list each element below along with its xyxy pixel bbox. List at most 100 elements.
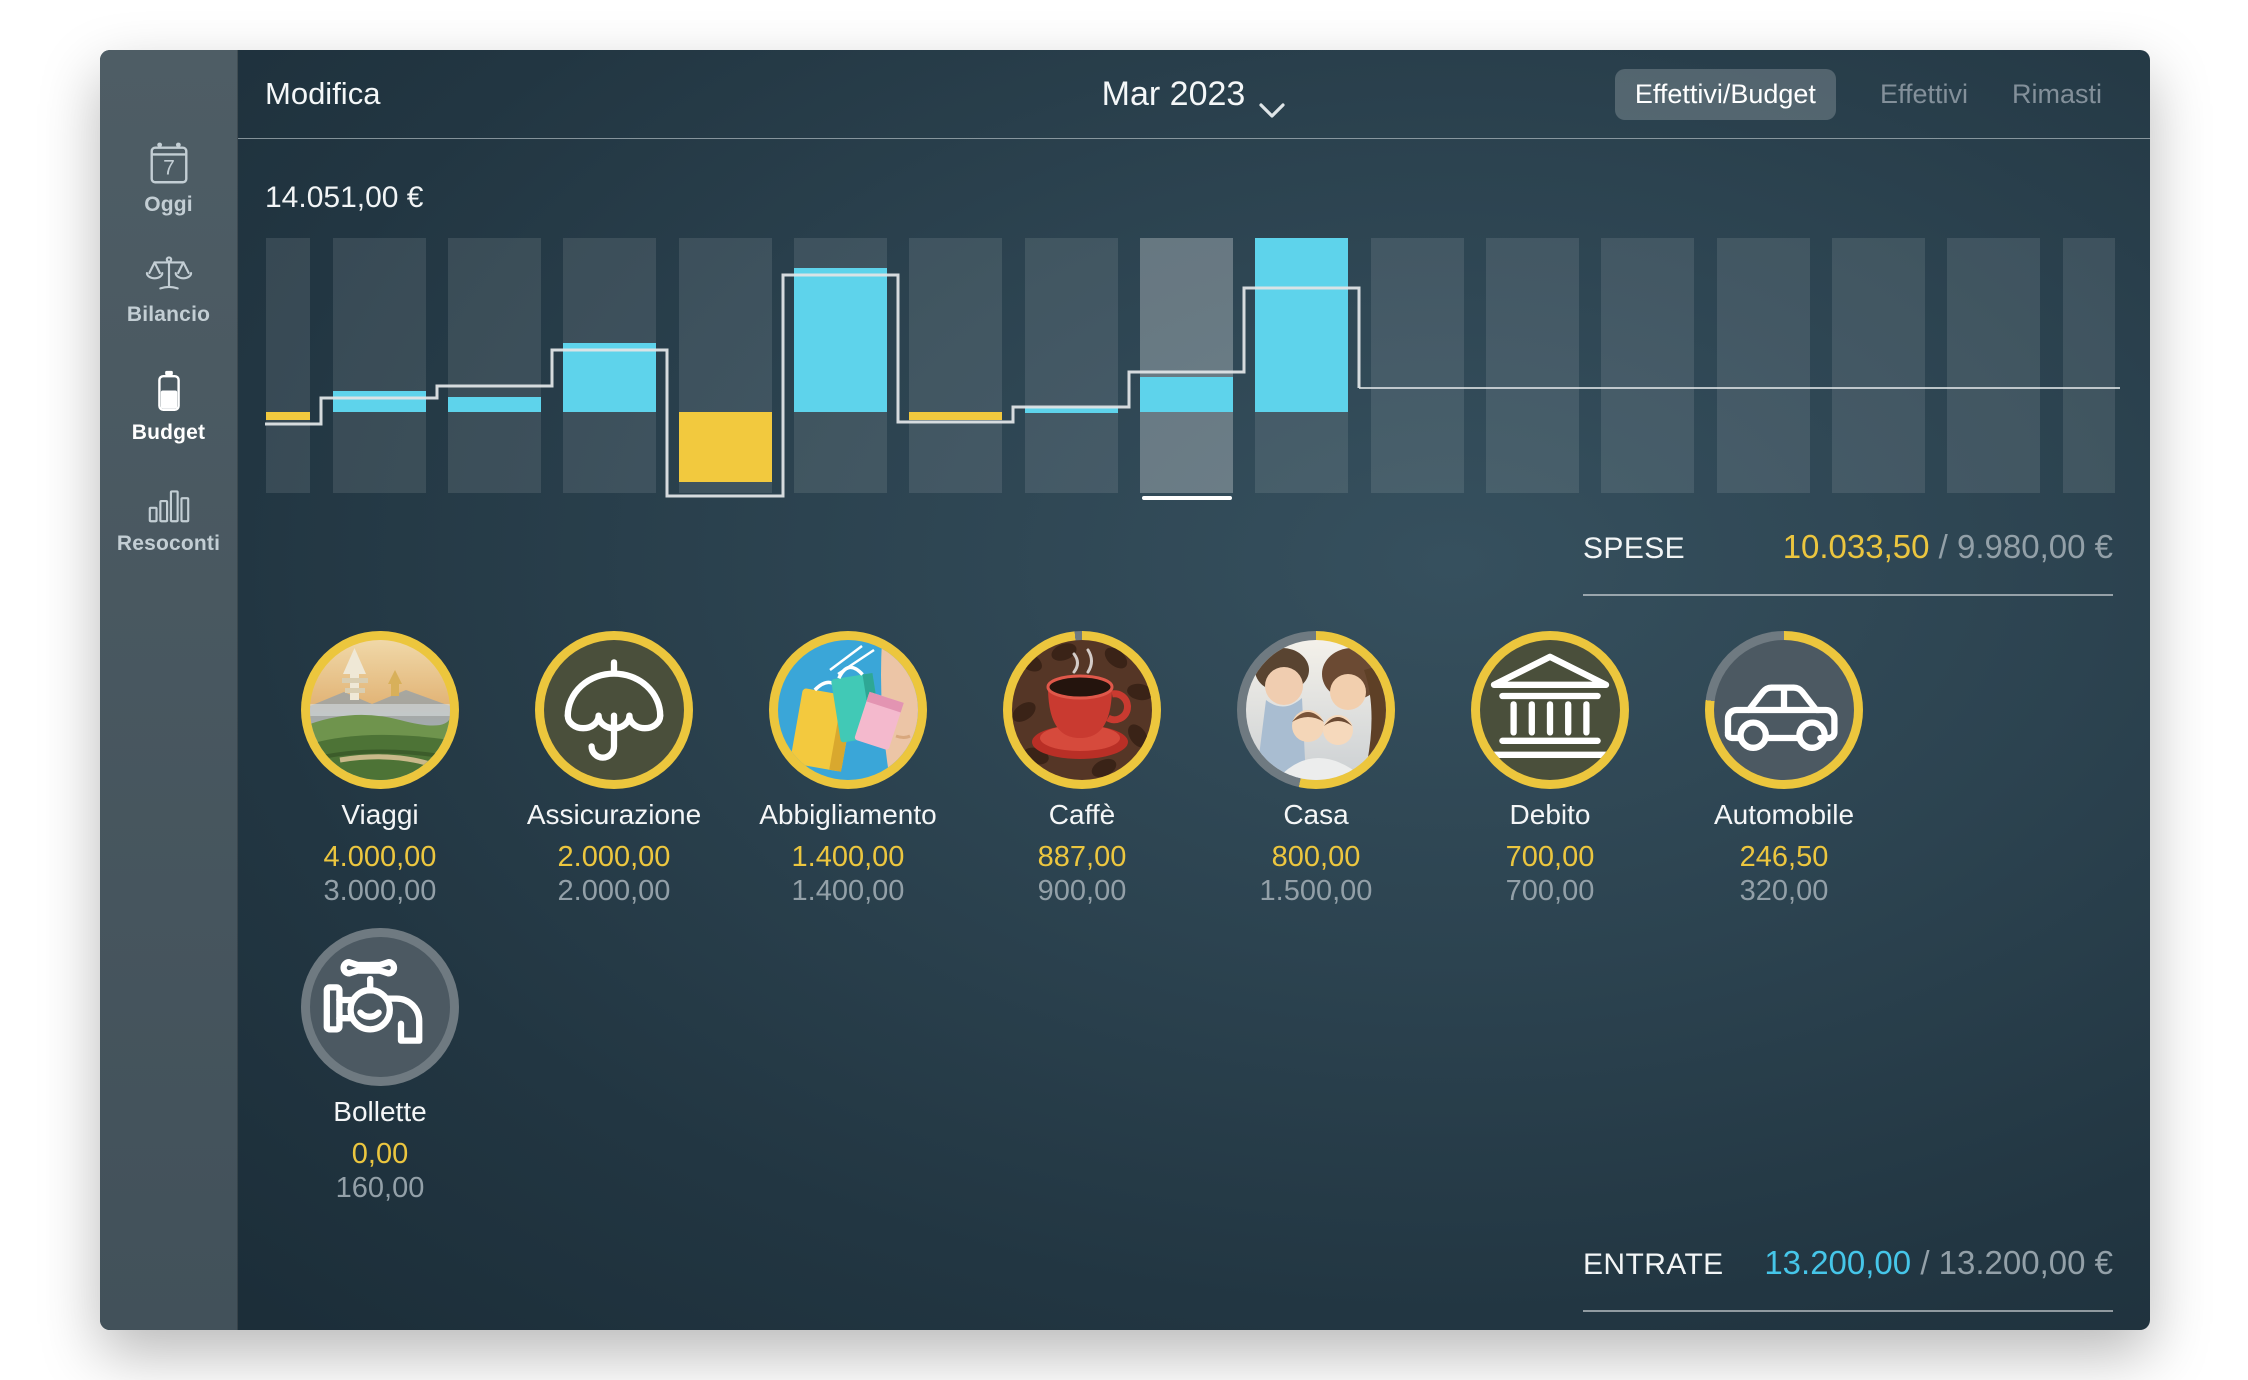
budget-category-automobile[interactable]: Automobile 246,50 320,00 <box>1667 631 1901 906</box>
sidebar-item-label: Budget <box>131 421 206 444</box>
budget-category-assicurazione[interactable]: Assicurazione 2.000,00 2.000,00 <box>497 631 731 907</box>
chart-column[interactable] <box>1717 238 1810 493</box>
chart-bar-cyan <box>794 268 887 412</box>
view-mode-segmented-control: Effettivi/Budget Effettivi Rimasti <box>1614 50 2102 138</box>
spese-actual: 10.033,50 <box>1782 528 1930 565</box>
chart-column[interactable] <box>1947 238 2040 493</box>
sidebar-item-budget[interactable]: Budget <box>100 366 237 445</box>
chart-bar-cyan <box>563 343 656 412</box>
entrate-separator: / <box>1920 1244 1930 1281</box>
category-name: Debito <box>1509 799 1591 830</box>
scales-icon <box>145 248 193 300</box>
spese-total-row: SPESE 10.033,50 / 9.980,00 € <box>1583 528 2113 596</box>
category-actual-amount: 800,00 <box>1271 841 1361 873</box>
category-progress-ring <box>1471 631 1629 789</box>
svg-text:7: 7 <box>163 157 175 180</box>
family-photo <box>1246 640 1386 780</box>
chart-column[interactable] <box>1832 238 1925 493</box>
category-name: Caffè <box>1048 799 1116 830</box>
chart-bar-cyan <box>1140 377 1233 412</box>
budget-category-bollette[interactable]: Bollette 0,00 160,00 <box>263 928 497 1204</box>
chart-column[interactable] <box>1371 238 1464 493</box>
chart-bar-yellow <box>266 412 310 420</box>
budget-step-line <box>265 273 1361 498</box>
category-budget-amount: 2.000,00 <box>557 875 671 907</box>
category-actual-amount: 700,00 <box>1505 841 1595 873</box>
spese-separator: / <box>1938 528 1948 565</box>
category-progress-ring <box>1237 631 1395 789</box>
entrate-values: 13.200,00 / 13.200,00 € <box>1764 1244 2113 1282</box>
entrate-total-row: ENTRATE 13.200,00 / 13.200,00 € <box>1583 1244 2113 1312</box>
category-progress-ring <box>1705 631 1863 789</box>
entrate-budget: 13.200,00 € <box>1938 1244 2113 1281</box>
sidebar: 7 Oggi Bilancio <box>100 50 238 1330</box>
spese-budget: 9.980,00 € <box>1957 528 2113 565</box>
chart-bar-cyan <box>1255 238 1348 412</box>
category-progress-ring <box>301 928 459 1086</box>
category-actual-amount: 2.000,00 <box>557 841 671 873</box>
category-actual-amount: 246,50 <box>1739 841 1829 873</box>
calendar-icon: 7 <box>145 138 193 190</box>
chart-column[interactable] <box>333 238 426 493</box>
battery-icon <box>145 366 193 418</box>
chevron-down-icon <box>1259 89 1285 118</box>
budget-category-casa[interactable]: Casa 800,00 1.500,00 <box>1199 631 1433 907</box>
balance-amount: 14.051,00 € <box>265 181 424 214</box>
chart-column[interactable] <box>266 238 310 493</box>
chart-column[interactable] <box>1486 238 1579 493</box>
category-progress-ring <box>1003 631 1161 789</box>
edit-button[interactable]: Modifica <box>265 76 381 111</box>
sidebar-item-oggi[interactable]: 7 Oggi <box>100 138 237 217</box>
budget-category-debito[interactable]: Debito 700,00 700,00 <box>1433 631 1667 907</box>
faucet-icon <box>310 937 450 1077</box>
entrate-label: ENTRATE <box>1583 1248 1724 1281</box>
category-budget-amount: 1.400,00 <box>791 875 905 907</box>
sidebar-item-bilancio[interactable]: Bilancio <box>100 248 237 327</box>
chart-column[interactable] <box>1025 238 1118 493</box>
category-progress-ring <box>769 631 927 789</box>
budget-category-caff[interactable]: Caffè 887,00 900,00 <box>965 631 1199 907</box>
category-progress-ring <box>535 631 693 789</box>
category-budget-amount: 160,00 <box>335 1172 425 1204</box>
category-name: Viaggi <box>341 799 419 830</box>
chart-bar-cyan <box>1025 407 1118 413</box>
app-window: 7 Oggi Bilancio <box>100 50 2150 1330</box>
reports-icon <box>145 477 193 529</box>
category-budget-amount: 3.000,00 <box>323 875 437 907</box>
car-icon <box>1714 640 1854 780</box>
category-budget-amount: 900,00 <box>1037 875 1127 907</box>
segment-rimasti[interactable]: Rimasti <box>2011 78 2102 109</box>
selected-column-underline <box>1142 496 1232 500</box>
category-name: Casa <box>1283 799 1349 830</box>
budget-category-abbigliamento[interactable]: Abbigliamento 1.400,00 1.400,00 <box>731 631 965 907</box>
sidebar-item-label: Resoconti <box>116 532 221 555</box>
spese-values: 10.033,50 / 9.980,00 € <box>1783 528 2113 566</box>
segment-effettivi-budget[interactable]: Effettivi/Budget <box>1614 68 1836 120</box>
sidebar-item-label: Oggi <box>144 193 193 216</box>
category-name: Abbigliamento <box>759 799 937 830</box>
chart-column[interactable] <box>1601 238 1694 493</box>
chart-column-selected[interactable] <box>1140 238 1233 493</box>
chart-column[interactable] <box>2063 238 2115 493</box>
budget-bar-chart[interactable] <box>265 238 2120 504</box>
category-progress-ring <box>301 631 459 789</box>
category-actual-amount: 0,00 <box>351 1138 409 1170</box>
budget-category-viaggi[interactable]: Viaggi 4.000,00 3.000,00 <box>263 631 497 907</box>
segment-effettivi[interactable]: Effettivi <box>1879 78 1968 109</box>
sidebar-item-resoconti[interactable]: Resoconti <box>100 477 237 556</box>
chart-bar-yellow <box>679 412 772 482</box>
chart-column[interactable] <box>448 238 541 493</box>
category-budget-amount: 700,00 <box>1505 875 1595 907</box>
category-budget-amount: 1.500,00 <box>1259 875 1373 907</box>
chart-bar-yellow <box>909 412 1002 420</box>
category-actual-amount: 4.000,00 <box>323 841 437 873</box>
entrate-actual: 13.200,00 <box>1764 1244 1912 1281</box>
top-toolbar: Modifica Mar 2023 Effettivi/Budget Effet… <box>237 50 2150 139</box>
chart-column[interactable] <box>909 238 1002 493</box>
category-actual-amount: 1.400,00 <box>791 841 905 873</box>
chart-bar-cyan <box>448 397 541 412</box>
period-selector[interactable]: Mar 2023 <box>237 50 2150 138</box>
umbrella-icon <box>544 640 684 780</box>
chart-bar-cyan <box>333 391 426 412</box>
category-name: Assicurazione <box>526 799 702 830</box>
